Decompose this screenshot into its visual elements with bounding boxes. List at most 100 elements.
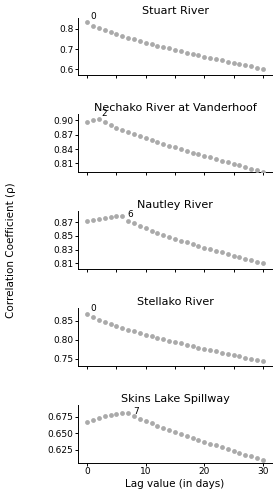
Point bbox=[155, 138, 160, 146]
Point bbox=[132, 220, 136, 228]
Point bbox=[185, 432, 189, 440]
Point bbox=[120, 212, 125, 220]
Point bbox=[97, 316, 101, 324]
Point bbox=[97, 24, 101, 32]
Point bbox=[190, 240, 195, 248]
Point bbox=[196, 150, 201, 158]
Point bbox=[255, 356, 259, 364]
Point bbox=[237, 162, 242, 170]
Text: Correlation Coefficient (ρ): Correlation Coefficient (ρ) bbox=[6, 182, 16, 318]
Point bbox=[102, 412, 107, 420]
Point bbox=[91, 216, 95, 224]
Point bbox=[231, 252, 236, 260]
Title: Nautley River: Nautley River bbox=[137, 200, 213, 210]
Point bbox=[173, 338, 177, 346]
Point bbox=[155, 422, 160, 430]
Point bbox=[143, 330, 148, 338]
Point bbox=[179, 145, 183, 153]
Point bbox=[149, 136, 154, 144]
Point bbox=[220, 248, 224, 256]
Point bbox=[126, 326, 130, 334]
Point bbox=[108, 213, 113, 221]
Point bbox=[208, 154, 212, 162]
Point bbox=[120, 32, 125, 40]
Point bbox=[143, 134, 148, 142]
Point bbox=[255, 64, 259, 72]
Point bbox=[114, 212, 119, 220]
Point bbox=[231, 59, 236, 67]
Point bbox=[179, 47, 183, 55]
Point bbox=[237, 449, 242, 457]
Point bbox=[249, 452, 253, 460]
Point bbox=[143, 417, 148, 425]
Point bbox=[97, 115, 101, 123]
Point bbox=[108, 411, 113, 419]
Point bbox=[214, 55, 218, 63]
Point bbox=[126, 408, 130, 416]
Point bbox=[138, 414, 142, 422]
Title: Skins Lake Spillway: Skins Lake Spillway bbox=[121, 394, 229, 404]
Point bbox=[114, 30, 119, 38]
Point bbox=[261, 358, 265, 366]
X-axis label: Lag value (in days): Lag value (in days) bbox=[125, 479, 225, 489]
Point bbox=[249, 256, 253, 264]
Point bbox=[138, 37, 142, 45]
Point bbox=[220, 56, 224, 64]
Point bbox=[102, 26, 107, 34]
Point bbox=[185, 238, 189, 246]
Point bbox=[179, 430, 183, 438]
Point bbox=[126, 34, 130, 42]
Point bbox=[202, 52, 207, 60]
Point bbox=[102, 118, 107, 126]
Point bbox=[261, 168, 265, 175]
Point bbox=[196, 344, 201, 351]
Point bbox=[138, 222, 142, 230]
Point bbox=[126, 216, 130, 224]
Point bbox=[220, 156, 224, 164]
Point bbox=[190, 50, 195, 58]
Point bbox=[167, 426, 171, 434]
Point bbox=[126, 128, 130, 136]
Point bbox=[237, 253, 242, 261]
Point bbox=[202, 152, 207, 160]
Point bbox=[231, 160, 236, 168]
Point bbox=[85, 217, 89, 225]
Point bbox=[97, 414, 101, 422]
Point bbox=[179, 236, 183, 244]
Point bbox=[225, 250, 230, 258]
Title: Nechako River at Vanderhoof: Nechako River at Vanderhoof bbox=[94, 103, 256, 113]
Point bbox=[185, 147, 189, 155]
Point bbox=[243, 254, 248, 262]
Point bbox=[161, 231, 165, 239]
Point bbox=[173, 144, 177, 152]
Point bbox=[196, 436, 201, 444]
Point bbox=[149, 226, 154, 234]
Point bbox=[132, 130, 136, 138]
Point bbox=[214, 155, 218, 163]
Point bbox=[231, 447, 236, 455]
Point bbox=[225, 445, 230, 453]
Point bbox=[196, 242, 201, 250]
Point bbox=[143, 38, 148, 46]
Point bbox=[243, 163, 248, 171]
Point bbox=[190, 342, 195, 350]
Point bbox=[243, 450, 248, 458]
Point bbox=[91, 416, 95, 424]
Point bbox=[173, 234, 177, 242]
Point bbox=[255, 166, 259, 174]
Point bbox=[155, 334, 160, 342]
Point bbox=[114, 322, 119, 330]
Point bbox=[167, 233, 171, 241]
Point bbox=[237, 352, 242, 360]
Point bbox=[179, 340, 183, 347]
Point bbox=[208, 440, 212, 448]
Point bbox=[149, 332, 154, 340]
Point bbox=[143, 224, 148, 232]
Point bbox=[120, 324, 125, 332]
Point bbox=[161, 424, 165, 432]
Point bbox=[85, 310, 89, 318]
Point bbox=[243, 62, 248, 70]
Point bbox=[114, 410, 119, 418]
Point bbox=[202, 345, 207, 353]
Text: 7: 7 bbox=[133, 407, 139, 416]
